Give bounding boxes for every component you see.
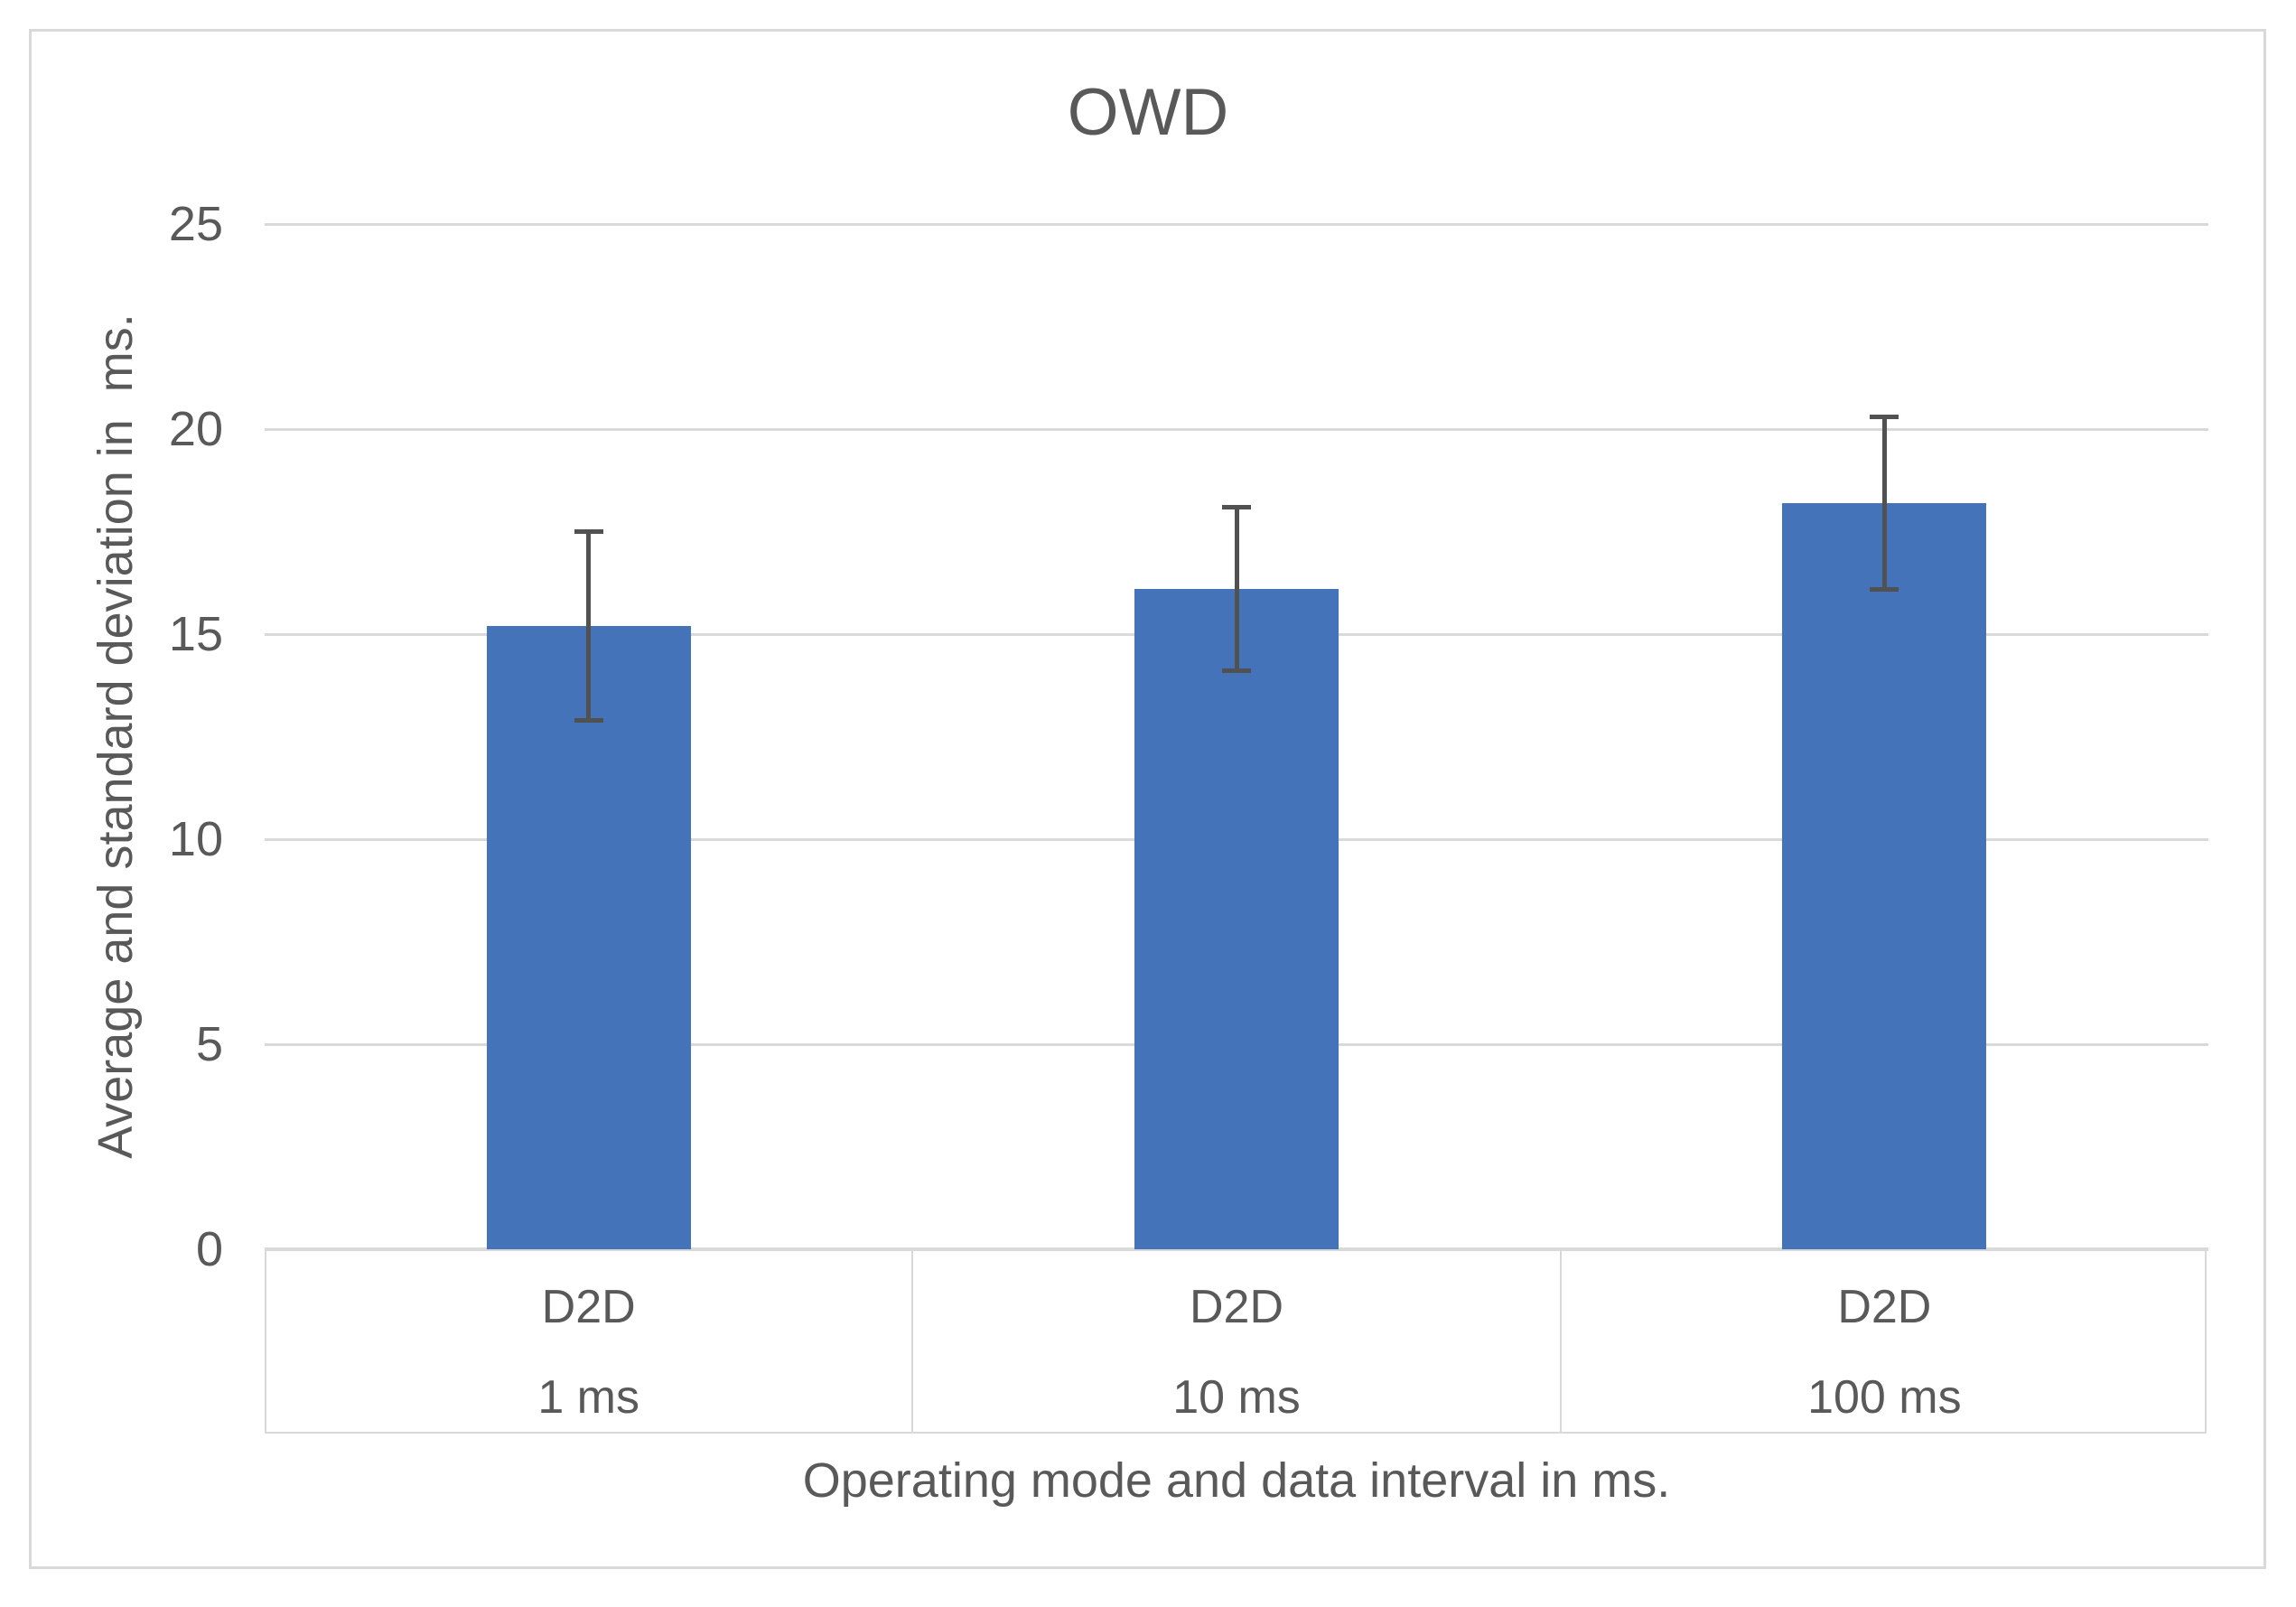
y-tick-label: 15 — [168, 607, 223, 661]
y-tick-label: 0 — [195, 1222, 223, 1276]
category-divider — [911, 1251, 914, 1434]
category-interval-label: 1 ms — [537, 1371, 639, 1424]
gridline — [265, 222, 2208, 226]
error-bar-cap-top — [1870, 414, 1899, 419]
category-mode-label: D2D — [541, 1281, 636, 1333]
category-interval-label: 10 ms — [1172, 1371, 1301, 1424]
error-bar-cap-bottom — [574, 717, 603, 723]
gridline — [265, 427, 2208, 431]
y-tick-label: 20 — [168, 402, 223, 456]
bar — [1134, 589, 1339, 1249]
y-tick-label: 25 — [168, 197, 223, 251]
error-bar-line — [1881, 416, 1887, 590]
error-bar-cap-top — [574, 529, 603, 534]
error-bar-cap-bottom — [1222, 668, 1251, 674]
category-axis-table — [265, 1251, 2207, 1434]
category-interval-label: 100 ms — [1807, 1371, 1962, 1424]
x-axis-title: Operating mode and data interval in ms. — [802, 1453, 1671, 1508]
error-bar-cap-bottom — [1870, 586, 1899, 592]
chart-title: OWD — [1067, 76, 1229, 149]
bar — [486, 625, 691, 1249]
category-divider — [1559, 1251, 1562, 1434]
category-mode-label: D2D — [1837, 1281, 1932, 1333]
error-bar-line — [1234, 507, 1239, 671]
error-bar-cap-top — [1222, 504, 1251, 509]
y-tick-label: 10 — [168, 812, 223, 866]
bar — [1782, 502, 1987, 1249]
category-mode-label: D2D — [1189, 1281, 1284, 1333]
error-bar-line — [586, 531, 592, 721]
x-axis-line — [265, 1247, 2208, 1251]
y-tick-label: 5 — [195, 1017, 223, 1071]
